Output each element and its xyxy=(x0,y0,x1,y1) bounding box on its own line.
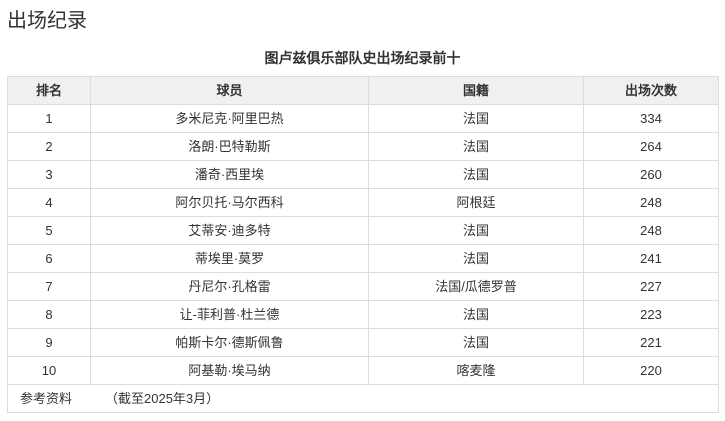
nationality-cell: 法国 xyxy=(368,216,584,245)
player-cell: 艾蒂安·迪多特 xyxy=(90,216,369,245)
nationality-cell: 法国 xyxy=(368,328,584,357)
player-cell: 让-菲利普·杜兰德 xyxy=(90,300,369,329)
rank-cell: 3 xyxy=(7,160,91,189)
nationality-cell: 法国/瓜德罗普 xyxy=(368,272,584,301)
table-row: 4 阿尔贝托·马尔西科 阿根廷 248 xyxy=(7,188,719,217)
appearances-cell: 223 xyxy=(583,300,719,329)
appearances-cell: 260 xyxy=(583,160,719,189)
rank-cell: 8 xyxy=(7,300,91,329)
table-row: 1 多米尼克·阿里巴热 法国 334 xyxy=(7,104,719,133)
appearances-cell: 334 xyxy=(583,104,719,133)
rank-cell: 7 xyxy=(7,272,91,301)
table-row: 3 潘奇·西里埃 法国 260 xyxy=(7,160,719,189)
rank-cell: 10 xyxy=(7,356,91,385)
player-cell: 多米尼克·阿里巴热 xyxy=(90,104,369,133)
player-cell: 丹尼尔·孔格雷 xyxy=(90,272,369,301)
nationality-cell: 法国 xyxy=(368,132,584,161)
column-header-appearances: 出场次数 xyxy=(583,76,719,105)
rank-cell: 5 xyxy=(7,216,91,245)
rank-cell: 9 xyxy=(7,328,91,357)
player-cell: 阿基勒·埃马纳 xyxy=(90,356,369,385)
table-row: 5 艾蒂安·迪多特 法国 248 xyxy=(7,216,719,245)
nationality-cell: 法国 xyxy=(368,244,584,273)
rank-cell: 4 xyxy=(7,188,91,217)
nationality-cell: 喀麦隆 xyxy=(368,356,584,385)
column-header-player: 球员 xyxy=(90,76,369,105)
appearances-cell: 241 xyxy=(583,244,719,273)
table-caption: 图卢兹俱乐部队史出场纪录前十 xyxy=(264,50,461,66)
player-cell: 潘奇·西里埃 xyxy=(90,160,369,189)
table-row: 8 让-菲利普·杜兰德 法国 223 xyxy=(7,300,719,329)
player-cell: 洛朗·巴特勒斯 xyxy=(90,132,369,161)
appearances-cell: 221 xyxy=(583,328,719,357)
column-header-rank: 排名 xyxy=(7,76,91,105)
table-row: 7 丹尼尔·孔格雷 法国/瓜德罗普 227 xyxy=(7,272,719,301)
reference-date-note: （截至2025年3月） xyxy=(105,391,220,406)
reference-note-cell: 参考资料 （截至2025年3月） xyxy=(7,384,719,413)
rank-cell: 1 xyxy=(7,104,91,133)
reference-label: 参考资料 xyxy=(20,391,73,406)
table-row: 9 帕斯卡尔·德斯佩鲁 法国 221 xyxy=(7,328,719,357)
table-body: 1 多米尼克·阿里巴热 法国 334 2 洛朗·巴特勒斯 法国 264 3 潘奇… xyxy=(7,104,719,413)
appearances-cell: 248 xyxy=(583,216,719,245)
nationality-cell: 法国 xyxy=(368,300,584,329)
nationality-cell: 阿根廷 xyxy=(368,188,584,217)
section-title: 出场纪录 xyxy=(7,10,87,32)
rank-cell: 6 xyxy=(7,244,91,273)
appearances-cell: 220 xyxy=(583,356,719,385)
table-header: 排名 球员 国籍 出场次数 xyxy=(7,76,719,105)
player-cell: 帕斯卡尔·德斯佩鲁 xyxy=(90,328,369,357)
nationality-cell: 法国 xyxy=(368,160,584,189)
table-row: 10 阿基勒·埃马纳 喀麦隆 220 xyxy=(7,356,719,385)
nationality-cell: 法国 xyxy=(368,104,584,133)
table-footer-row: 参考资料 （截至2025年3月） xyxy=(7,384,719,413)
table-row: 2 洛朗·巴特勒斯 法国 264 xyxy=(7,132,719,161)
appearances-cell: 248 xyxy=(583,188,719,217)
appearances-cell: 264 xyxy=(583,132,719,161)
appearance-record-table: 排名 球员 国籍 出场次数 1 多米尼克·阿里巴热 法国 334 2 洛朗·巴特… xyxy=(7,76,719,413)
column-header-nationality: 国籍 xyxy=(368,76,584,105)
rank-cell: 2 xyxy=(7,132,91,161)
table-row: 6 蒂埃里·莫罗 法国 241 xyxy=(7,244,719,273)
player-cell: 蒂埃里·莫罗 xyxy=(90,244,369,273)
appearances-cell: 227 xyxy=(583,272,719,301)
player-cell: 阿尔贝托·马尔西科 xyxy=(90,188,369,217)
header-row: 排名 球员 国籍 出场次数 xyxy=(7,76,719,105)
